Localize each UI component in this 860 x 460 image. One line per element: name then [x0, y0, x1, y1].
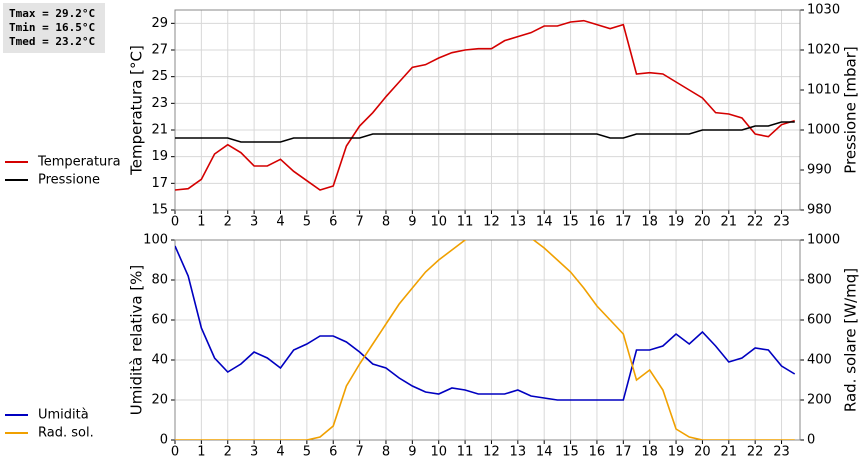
x-tick-label: 5	[303, 445, 311, 460]
y2-axis-title: Pressione [mbar]	[842, 46, 860, 174]
y2-tick-label: 200	[807, 393, 832, 408]
x-tick-label: 8	[382, 445, 390, 460]
x-tick-label: 10	[430, 215, 447, 230]
x-tick-label: 3	[250, 445, 258, 460]
y2-tick-label: 980	[807, 203, 832, 218]
x-tick-label: 12	[483, 445, 500, 460]
x-tick-label: 22	[747, 215, 764, 230]
plot-frame	[174, 9, 801, 211]
y2-tick-label: 400	[807, 353, 832, 368]
x-tick-label: 2	[224, 445, 232, 460]
y2-tick-label: 1000	[807, 123, 840, 138]
x-tick-label: 6	[329, 215, 337, 230]
x-tick-label: 4	[276, 215, 284, 230]
x-tick-label: 22	[747, 445, 764, 460]
x-tick-label: 19	[668, 445, 685, 460]
y-tick-label: 40	[151, 353, 168, 368]
x-tick-label: 4	[276, 445, 284, 460]
y-tick-label: 29	[151, 16, 168, 31]
y-tick-label: 21	[151, 123, 168, 138]
y-tick-label: 80	[151, 273, 168, 288]
x-tick-label: 19	[668, 215, 685, 230]
series-line	[175, 19, 795, 191]
x-tick-label: 11	[457, 215, 474, 230]
y2-tick-label: 1010	[807, 83, 840, 98]
x-tick-label: 18	[641, 215, 658, 230]
y2-tick-label: 800	[807, 273, 832, 288]
summary-line: Tmax = 29.2°C	[9, 7, 96, 20]
legend-label: Umidità	[38, 408, 89, 423]
x-tick-label: 17	[615, 445, 632, 460]
series-line	[175, 245, 796, 401]
x-tick-label: 21	[721, 215, 738, 230]
x-tick-label: 14	[536, 445, 553, 460]
x-tick-label: 9	[408, 215, 416, 230]
y-tick-label: 27	[151, 43, 168, 58]
x-tick-label: 12	[483, 215, 500, 230]
x-tick-label: 11	[457, 445, 474, 460]
x-tick-label: 16	[589, 445, 606, 460]
y2-tick-label: 1020	[807, 43, 840, 58]
x-tick-label: 23	[773, 215, 790, 230]
plot-frame	[174, 239, 801, 441]
summary-line: Tmin = 16.5°C	[9, 21, 96, 34]
y-tick-label: 19	[151, 149, 168, 164]
x-tick-label: 1	[197, 215, 205, 230]
y-tick-label: 0	[160, 433, 168, 448]
x-tick-label: 23	[773, 445, 790, 460]
x-tick-label: 13	[510, 445, 527, 460]
y2-axis-title: Rad. solare [W/mq]	[842, 268, 860, 412]
legend-label: Pressione	[38, 173, 100, 188]
y-tick-label: 25	[151, 69, 168, 84]
x-tick-label: 8	[382, 215, 390, 230]
x-tick-label: 5	[303, 215, 311, 230]
y2-tick-label: 600	[807, 313, 832, 328]
y-tick-label: 60	[151, 313, 168, 328]
x-tick-label: 15	[562, 215, 579, 230]
y2-tick-label: 0	[807, 433, 815, 448]
x-tick-label: 13	[510, 215, 527, 230]
x-tick-label: 9	[408, 445, 416, 460]
x-tick-label: 7	[355, 215, 363, 230]
y-tick-label: 20	[151, 393, 168, 408]
x-tick-label: 20	[694, 445, 711, 460]
x-tick-label: 14	[536, 215, 553, 230]
x-tick-label: 16	[589, 215, 606, 230]
x-tick-label: 2	[224, 215, 232, 230]
series-line	[175, 240, 795, 440]
x-tick-label: 20	[694, 215, 711, 230]
y-axis-title: Temperatura [°C]	[128, 45, 146, 176]
summary-box: Tmax = 29.2°C Tmin = 16.5°C Tmed = 23.2°…	[3, 3, 105, 53]
x-tick-label: 0	[171, 445, 179, 460]
x-tick-label: 21	[721, 445, 738, 460]
x-tick-label: 3	[250, 215, 258, 230]
y2-tick-label: 1030	[807, 3, 840, 18]
y-axis-title: Umidità relativa [%]	[128, 265, 146, 416]
y2-tick-label: 990	[807, 163, 832, 178]
y-tick-label: 15	[151, 203, 168, 218]
y-tick-label: 100	[143, 233, 168, 248]
x-tick-label: 15	[562, 445, 579, 460]
x-tick-label: 17	[615, 215, 632, 230]
y-tick-label: 17	[151, 176, 168, 191]
y2-tick-label: 1000	[807, 233, 840, 248]
x-tick-label: 0	[171, 215, 179, 230]
legend-label: Temperatura	[37, 155, 121, 170]
x-tick-label: 10	[430, 445, 447, 460]
x-tick-label: 1	[197, 445, 205, 460]
y-tick-label: 23	[151, 96, 168, 111]
summary-line: Tmed = 23.2°C	[9, 35, 96, 48]
x-tick-label: 7	[355, 445, 363, 460]
x-tick-label: 6	[329, 445, 337, 460]
x-tick-label: 18	[641, 445, 658, 460]
series-line	[175, 121, 795, 143]
legend-label: Rad. sol.	[38, 426, 94, 441]
